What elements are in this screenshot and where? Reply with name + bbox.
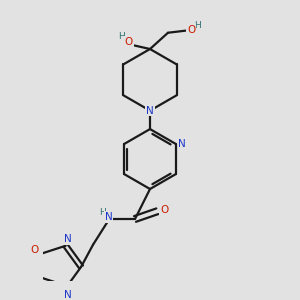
Text: N: N — [105, 212, 112, 222]
Text: N: N — [64, 234, 71, 244]
Text: N: N — [146, 106, 154, 116]
Text: H: H — [195, 21, 201, 30]
Text: N: N — [64, 290, 71, 299]
Text: O: O — [30, 245, 38, 255]
Text: O: O — [124, 37, 133, 47]
Text: N: N — [178, 139, 186, 149]
Text: O: O — [187, 25, 195, 35]
Text: H: H — [118, 32, 125, 41]
Text: O: O — [160, 205, 168, 214]
Text: H: H — [99, 208, 106, 217]
